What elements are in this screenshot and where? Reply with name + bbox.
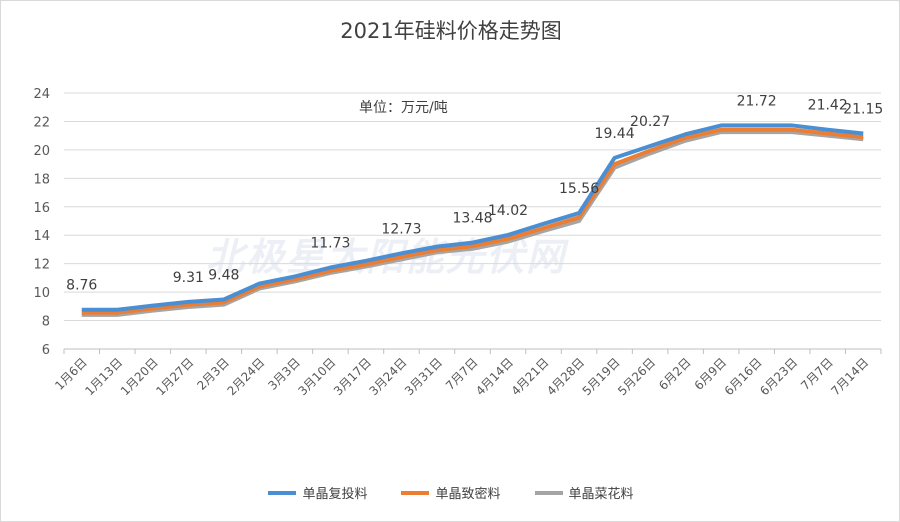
data-label: 15.56: [559, 181, 599, 197]
x-tick-label: 6月2日: [656, 355, 694, 393]
y-tick-label: 24: [33, 87, 50, 102]
y-tick-label: 14: [33, 229, 50, 244]
x-tick-label: 4月21日: [509, 355, 552, 398]
y-tick-label: 22: [33, 115, 50, 130]
y-tick-label: 12: [33, 258, 50, 273]
data-label: 12.73: [381, 221, 421, 237]
y-tick-label: 16: [33, 201, 50, 216]
legend-item: 单晶致密料: [401, 483, 501, 502]
x-tick-label: 1月13日: [82, 355, 125, 398]
legend-item: 单晶菜花料: [534, 483, 634, 502]
data-label: 21.42: [808, 98, 848, 114]
legend: 单晶复投料 单晶致密料 单晶菜花料: [1, 483, 899, 502]
data-label: 14.02: [488, 203, 528, 219]
data-label: 20.27: [630, 114, 670, 130]
unit-annotation: 单位：万元/吨: [359, 100, 448, 116]
legend-label: 单晶复投料: [302, 487, 368, 502]
data-label: 21.15: [843, 102, 883, 118]
data-label: 8.76: [66, 278, 97, 294]
x-tick-label: 4月28日: [544, 355, 587, 398]
x-tick-label: 5月19日: [580, 355, 623, 398]
legend-swatch: [401, 490, 430, 495]
x-tick-label: 5月26日: [615, 355, 658, 398]
data-label: 9.31: [173, 270, 204, 286]
x-tick-label: 7月14日: [828, 355, 871, 398]
y-tick-label: 8: [42, 315, 50, 330]
x-tick-label: 3月24日: [367, 355, 410, 398]
x-tick-label: 2月24日: [224, 355, 267, 398]
legend-swatch: [268, 490, 297, 495]
data-label: 21.72: [737, 93, 777, 109]
y-tick-label: 18: [33, 172, 50, 187]
x-tick-label: 6月16日: [722, 355, 765, 398]
y-tick-label: 6: [42, 343, 50, 358]
x-tick-label: 6月23日: [757, 355, 800, 398]
chart-title: 2021年硅料价格走势图: [340, 19, 562, 43]
legend-label: 单晶致密料: [435, 487, 501, 502]
y-tick-label: 10: [33, 286, 50, 301]
y-tick-label: 20: [33, 144, 50, 159]
x-tick-label: 3月17日: [331, 355, 374, 398]
data-label: 19.44: [595, 126, 635, 142]
x-tick-label: 3月10日: [295, 355, 338, 398]
x-tick-label: 3月31日: [402, 355, 445, 398]
legend-label: 单晶菜花料: [568, 487, 634, 502]
x-tick-label: 1月27日: [153, 355, 196, 398]
x-tick-label: 4月14日: [473, 355, 516, 398]
legend-swatch: [534, 490, 563, 495]
data-label: 9.48: [208, 268, 239, 284]
x-tick-label: 1月20日: [118, 355, 161, 398]
data-label: 13.48: [452, 211, 492, 227]
legend-item: 单晶复投料: [268, 483, 367, 502]
data-label: 11.73: [310, 236, 350, 252]
